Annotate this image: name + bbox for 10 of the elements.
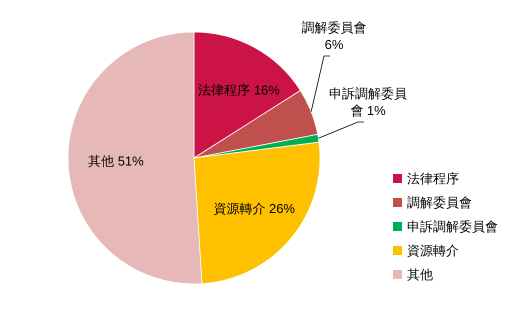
legend-label: 調解委員會	[407, 195, 472, 210]
data-label: 法律程序 16%	[198, 82, 280, 98]
data-label: 資源轉介 26%	[213, 200, 296, 216]
legend-label: 資源轉介	[407, 243, 459, 258]
legend-label: 法律程序	[407, 171, 459, 186]
data-label: 申訴調解委員會 1%	[328, 85, 408, 119]
legend-label: 其他	[407, 267, 433, 282]
data-label: 其他 51%	[88, 153, 144, 168]
data-label: 調解委員會 6%	[300, 19, 368, 53]
legend-label: 申訴調解委員會	[407, 219, 498, 234]
